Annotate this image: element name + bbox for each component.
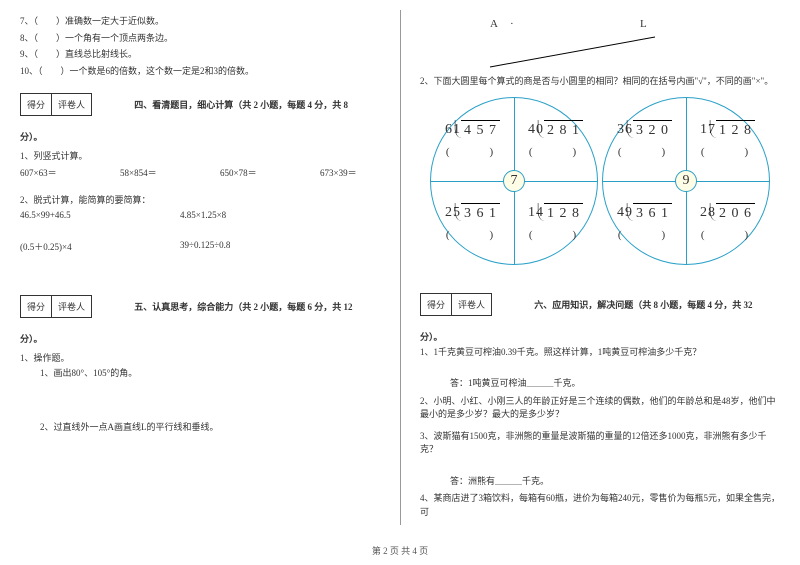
s6-1: 1、1千克黄豆可榨油0.39千克。照这样计算，1吨黄豆可榨油多少千克？ [420,346,780,360]
calc-row-1: 607×63＝ 58×854＝ 650×78＝ 673×39＝ [20,166,380,179]
calc-2: 58×854＝ [120,166,190,179]
point-a: A [490,18,498,30]
calc-d2: 4.85×1.25×8 [180,210,250,220]
s4-1: 1、列竖式计算。 [20,149,380,162]
q7: 7、（ ）准确数一定大于近似数。 [20,15,380,29]
section-5-tail: 分）。 [20,332,380,345]
c1-tr: 402 8 1 ( ) [514,98,597,181]
s6-2: 2、小明、小红、小刚三人的年龄正好是三个连续的偶数，他们的年龄总和是48岁，他们… [420,395,780,422]
r-q2: 2、下面大圆里每个算式的商是否与小圆里的相同？相同的在括号内画"√"，不同的画"… [420,75,780,89]
grader-label-5: 评卷人 [52,296,91,317]
page-footer: 第 2 页 共 4 页 [0,544,800,557]
circles-diagram: 7 614 5 7 ( ) 402 8 1 ( ) 253 6 1 ( ) 14… [430,97,770,267]
score-box-4: 得分 评卷人 [20,93,92,116]
score-label-5: 得分 [21,296,52,317]
s5-1b: 2、过直线外一点A画直线L的平行线和垂线。 [40,421,380,435]
dot-icon: · [510,18,514,30]
ans1: 答：1吨黄豆可榨油＿＿＿千克。 [450,377,780,391]
q9: 9、（ ）直线总比射线长。 [20,48,380,62]
c1-bl: 253 6 1 ( ) [431,181,514,264]
q8: 8、（ ）一个角有一个顶点两条边。 [20,32,380,46]
section-5-title: 五、认真思考，综合能力（共 2 小题，每题 6 分，共 12 [134,302,352,312]
c1-tl: 614 5 7 ( ) [431,98,514,181]
point-l: L [640,18,647,30]
calc-row-2: 46.5×99+46.5 4.85×1.25×8 [20,210,380,220]
calc-d3: (0.5＋0.25)×4 [20,240,90,253]
circle-2: 9 363 2 0 ( ) 171 2 8 ( ) 493 6 1 ( ) 28… [602,97,770,265]
s6-4: 4、某商店进了3箱饮料，每箱有60瓶，进价为每箱240元，零售价为每瓶5元，如果… [420,492,780,519]
calc-d4: 39÷0.125÷0.8 [180,240,250,253]
section-4-title: 四、看清题目，细心计算（共 2 小题，每题 4 分，共 8 [134,100,348,110]
section-4-tail: 分）。 [20,130,380,143]
calc-1: 607×63＝ [20,166,90,179]
line-diagram [480,32,680,72]
s5-1a: 1、画出80°、105°的角。 [40,367,380,381]
c2-br: 282 0 6 ( ) [686,181,769,264]
s6-3: 3、波斯猫有1500克，非洲熊的重量是波斯猫的重量的12倍还多1000克，非洲熊… [420,430,780,457]
c1-br: 141 2 8 ( ) [514,181,597,264]
grader-label: 评卷人 [52,94,91,115]
c2-bl: 493 6 1 ( ) [603,181,686,264]
q10: 10、（ ）一个数是6的倍数，这个数一定是2和3的倍数。 [20,65,380,79]
circle-1: 7 614 5 7 ( ) 402 8 1 ( ) 253 6 1 ( ) 14… [430,97,598,265]
c2-tl: 363 2 0 ( ) [603,98,686,181]
grader-label-6: 评卷人 [452,294,491,315]
calc-d1: 46.5×99+46.5 [20,210,90,220]
calc-3: 650×78＝ [220,166,290,179]
s4-2: 2、脱式计算，能简算的要简算： [20,193,380,206]
calc-4: 673×39＝ [320,166,390,179]
score-box-5: 得分 评卷人 [20,295,92,318]
s5-1: 1、操作题。 [20,351,380,364]
c2-tr: 171 2 8 ( ) [686,98,769,181]
section-6-title: 六、应用知识，解决问题（共 8 小题，每题 4 分，共 32 [534,300,752,310]
section-6-tail: 分）。 [420,330,780,343]
ans3: 答：洲熊有＿＿＿千克。 [450,475,780,489]
calc-row-3: (0.5＋0.25)×4 39÷0.125÷0.8 [20,240,380,253]
score-label: 得分 [21,94,52,115]
score-box-6: 得分 评卷人 [420,293,492,316]
score-label-6: 得分 [421,294,452,315]
